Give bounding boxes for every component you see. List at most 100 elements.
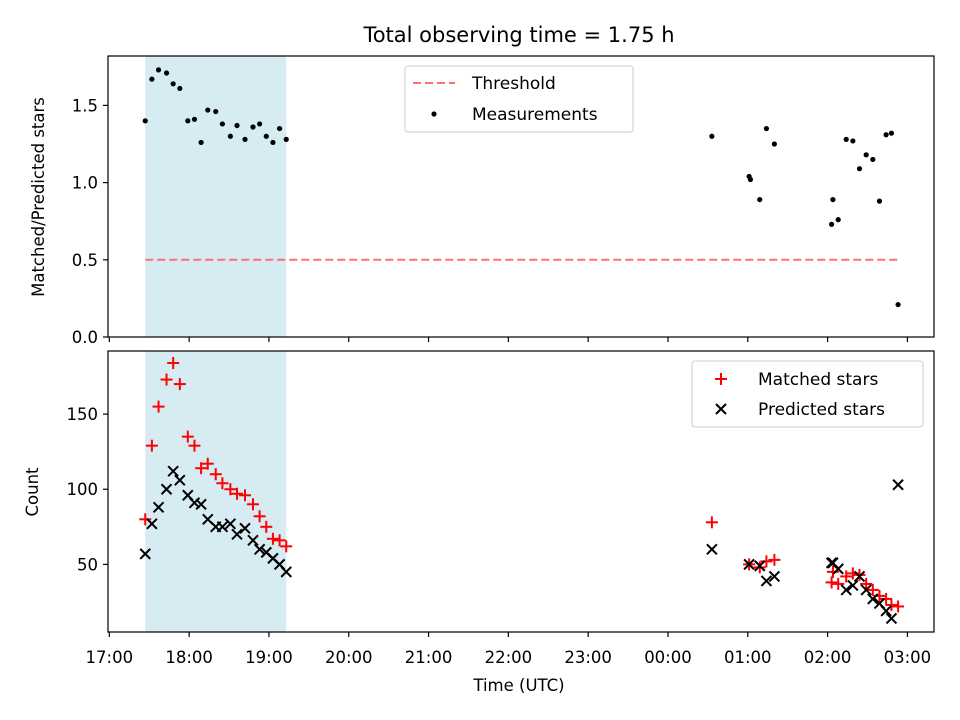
predicted-star-point — [853, 570, 866, 583]
measurement-point — [883, 132, 889, 138]
predicted-star-point — [840, 584, 852, 596]
matched-star-point — [705, 516, 718, 529]
y-tick-label: 0.0 — [72, 328, 98, 347]
predicted-star-point — [174, 474, 186, 486]
bottom-y-axis: 50 100 150 — [67, 405, 108, 574]
predicted-star-point — [892, 479, 904, 491]
legend-threshold-label: Threshold — [471, 74, 556, 94]
predicted-star-point — [832, 563, 844, 575]
measurement-point — [257, 121, 263, 127]
measurement-point — [757, 196, 763, 203]
measurement-point — [219, 121, 225, 127]
measurement-point — [263, 133, 269, 139]
bottom-legend-frame — [691, 360, 924, 428]
top-y-axis-label: Matched/Predicted stars — [29, 97, 48, 297]
y-tick-label: 100 — [67, 480, 99, 499]
matched-star-point — [173, 378, 186, 391]
top-legend-frame — [404, 65, 634, 133]
matched-star-point — [167, 357, 180, 370]
predicted-star-point — [239, 522, 251, 535]
matched-star-point — [224, 483, 237, 496]
matched-star-point — [885, 598, 898, 611]
x-tick-label: 20:00 — [325, 648, 373, 667]
measurement-point — [270, 139, 276, 146]
x-tick-label: 18:00 — [165, 648, 213, 667]
legend-matched-swatch — [715, 373, 727, 385]
predicted-star-point — [188, 497, 201, 509]
top-panel: 0.0 0.5 1.0 1.5 Matched/Predicted stars Thr… — [29, 55, 935, 347]
measurement-point — [771, 141, 777, 147]
bottom-y-axis-label: Count — [23, 467, 42, 517]
measurement-point — [895, 301, 901, 308]
predicted-star-point — [880, 605, 892, 617]
x-tick-label: 23:00 — [564, 648, 612, 667]
measurement-point — [830, 196, 836, 203]
predicted-star-point — [885, 612, 898, 625]
measurement-point — [276, 125, 283, 132]
measurement-point — [870, 156, 876, 163]
predicted-star-point — [231, 528, 243, 541]
measurement-point — [850, 138, 856, 144]
predicted-star-point — [247, 534, 259, 547]
measurement-point — [283, 136, 289, 142]
predicted-star-point — [743, 558, 755, 571]
measurement-point — [863, 152, 869, 158]
matched-star-point — [280, 540, 293, 553]
bottom-highlight-span — [145, 351, 287, 632]
matched-star-point — [840, 570, 853, 583]
legend-predicted-swatch — [715, 403, 727, 415]
x-tick-label: 22:00 — [485, 648, 533, 667]
matched-star-point — [866, 583, 879, 596]
top-highlight-span — [145, 56, 287, 337]
y-tick-label: 1.0 — [72, 174, 98, 193]
legend-matched-label: Matched stars — [758, 370, 878, 390]
measurement-point — [205, 107, 211, 113]
x-tick-label: 17:00 — [86, 648, 134, 667]
matched-star-point — [266, 532, 279, 545]
y-tick-label: 0.5 — [72, 251, 98, 270]
y-tick-label: 1.5 — [72, 96, 98, 115]
x-tick-label: 01:00 — [724, 648, 772, 667]
top-x-ticks — [108, 337, 908, 342]
legend-measurements-swatch — [431, 111, 437, 117]
x-tick-label: 00:00 — [644, 648, 692, 667]
measurement-point — [234, 122, 240, 129]
matched-star-point — [853, 568, 866, 581]
matched-star-point — [273, 534, 286, 547]
matched-star-point — [145, 439, 158, 452]
predicted-star-point — [847, 579, 859, 592]
measurement-point — [227, 133, 233, 139]
measurement-point — [709, 133, 715, 139]
measurement-point — [828, 221, 835, 227]
predicted-star-point — [216, 521, 229, 533]
x-tick-label: 21:00 — [405, 648, 453, 667]
top-marks — [142, 67, 901, 308]
legend-measurements-label: Measurements — [472, 105, 598, 125]
matched-star-point — [209, 468, 222, 481]
measurement-point — [843, 136, 849, 142]
matched-star-point — [195, 462, 208, 475]
measurement-point — [191, 116, 198, 122]
predicted-star-point — [754, 560, 766, 572]
x-tick-label: 19:00 — [245, 648, 293, 667]
y-tick-label: 150 — [67, 405, 99, 424]
legend-predicted-label: Predicted stars — [758, 400, 885, 420]
matched-star-point — [892, 600, 905, 613]
bottom-marks — [139, 357, 905, 625]
measurement-point — [747, 176, 754, 183]
matched-star-point — [188, 439, 201, 452]
predicted-star-point — [706, 543, 718, 556]
measurement-point — [242, 136, 248, 142]
predicted-star-point — [760, 575, 773, 587]
matched-star-point — [260, 520, 273, 533]
predicted-star-point — [139, 548, 151, 560]
predicted-star-point — [867, 593, 879, 605]
predicted-star-point — [152, 501, 165, 513]
matched-star-point — [160, 373, 173, 386]
x-tick-label: 02:00 — [804, 648, 852, 667]
matched-star-point — [253, 510, 266, 523]
matched-star-point — [825, 576, 838, 589]
predicted-star-point — [167, 465, 179, 477]
predicted-star-point — [146, 518, 158, 530]
